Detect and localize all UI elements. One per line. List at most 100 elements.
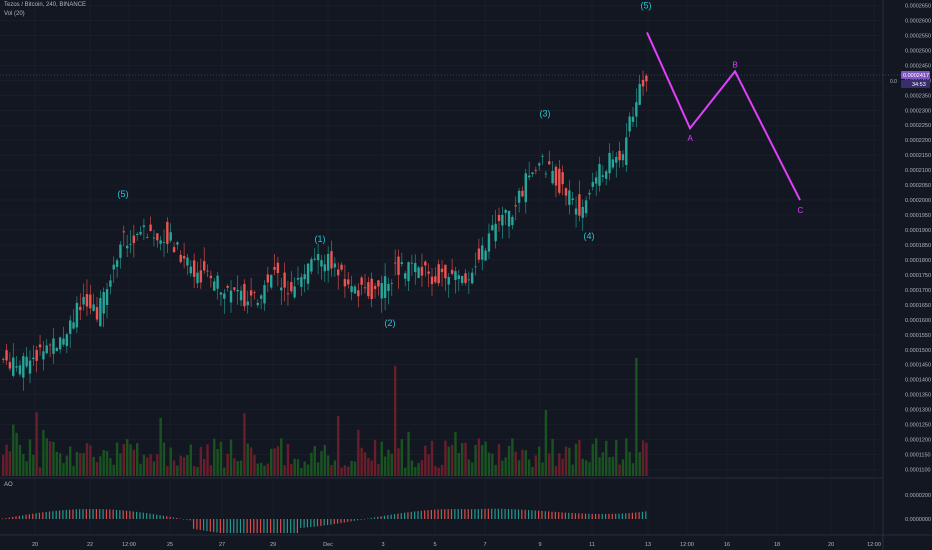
price-tick-label: 0.0001250 bbox=[905, 423, 931, 429]
candle-body bbox=[578, 194, 581, 216]
candle-body bbox=[605, 171, 608, 179]
candle-body bbox=[501, 214, 504, 226]
candle-body bbox=[571, 198, 574, 200]
candle-body bbox=[303, 274, 306, 280]
candle-body bbox=[290, 282, 293, 292]
time-tick-label: 25 bbox=[167, 542, 173, 548]
volume-bar bbox=[45, 438, 48, 476]
candle-body bbox=[450, 269, 454, 274]
ao-bar bbox=[233, 519, 235, 533]
candle-body bbox=[35, 350, 38, 361]
candle-body bbox=[25, 356, 28, 367]
volume-bar bbox=[306, 464, 310, 476]
volume-bar bbox=[182, 457, 186, 476]
volume-bar bbox=[152, 461, 156, 476]
ao-bar bbox=[72, 509, 74, 519]
time-tick-label: 12:00 bbox=[122, 542, 136, 548]
ao-bar bbox=[357, 519, 359, 521]
candle-body bbox=[45, 345, 48, 354]
candle-body bbox=[263, 285, 266, 304]
volume-bar bbox=[347, 466, 350, 476]
ao-bar bbox=[159, 515, 161, 519]
candle-body bbox=[484, 250, 487, 261]
candle-body bbox=[92, 304, 95, 311]
ao-bar bbox=[611, 513, 613, 519]
price-tick-label: 0.0001950 bbox=[905, 213, 931, 219]
volume-bar bbox=[236, 461, 239, 476]
candle-body bbox=[125, 245, 129, 249]
ao-bar bbox=[186, 519, 188, 520]
ao-bar bbox=[65, 509, 67, 519]
volume-bar bbox=[635, 358, 638, 476]
price-axis[interactable]: 0.0002650 0.0002600 0.0002550 0.0002500 0.00… bbox=[905, 3, 931, 473]
ao-bar bbox=[290, 519, 292, 533]
abc-projection[interactable]: A B C bbox=[646, 32, 804, 215]
ao-bar bbox=[581, 513, 583, 519]
volume-bar bbox=[199, 446, 203, 476]
volume-bar bbox=[296, 459, 300, 476]
volume-bar bbox=[280, 438, 283, 476]
candle-body bbox=[326, 253, 330, 271]
volume-bar bbox=[109, 458, 112, 476]
volume-bar bbox=[608, 457, 611, 476]
volume-bar bbox=[538, 446, 541, 476]
ao-bar bbox=[383, 515, 386, 519]
candle-body bbox=[554, 166, 558, 186]
volume-bar bbox=[501, 460, 504, 476]
candle-body bbox=[209, 275, 213, 279]
candle-body bbox=[414, 263, 417, 273]
volume-bar bbox=[55, 451, 58, 476]
ao-bar bbox=[35, 513, 37, 519]
wave-label: (4) bbox=[584, 231, 595, 241]
ao-bar bbox=[229, 519, 231, 533]
ao-histogram bbox=[2, 508, 647, 533]
volume-legend[interactable]: Vol (20) bbox=[4, 11, 25, 17]
wave-label: (1) bbox=[315, 234, 326, 244]
volume-bar bbox=[333, 460, 337, 476]
candle-body bbox=[561, 172, 564, 185]
symbol-legend[interactable]: Tezos / Bitcoin, 240, BINANCE bbox=[4, 2, 87, 8]
volume-bar bbox=[484, 441, 487, 476]
ao-bar bbox=[420, 510, 422, 519]
volume-bar bbox=[266, 463, 270, 476]
candle-body bbox=[323, 264, 326, 272]
candle-body bbox=[504, 209, 507, 213]
volume-bar bbox=[283, 465, 286, 476]
candle-body bbox=[72, 322, 75, 329]
time-tick-label: 20 bbox=[828, 542, 834, 548]
ao-bar bbox=[2, 518, 4, 520]
candle-body bbox=[487, 233, 491, 252]
volume-bar bbox=[370, 460, 373, 476]
candle-body bbox=[38, 344, 42, 348]
candle-body bbox=[444, 264, 447, 279]
ao-legend[interactable]: AO bbox=[4, 482, 13, 488]
price-candles[interactable] bbox=[2, 70, 648, 391]
candle-body bbox=[156, 233, 159, 241]
volume-bar bbox=[514, 451, 517, 476]
ao-bar bbox=[293, 519, 295, 533]
candle-body bbox=[407, 262, 410, 282]
ao-bar bbox=[471, 509, 473, 519]
volume-bar bbox=[353, 461, 357, 476]
ao-bar bbox=[370, 517, 372, 519]
time-axis[interactable]: 20 22 12:00 25 27 29 Dec 3 5 7 9 11 13 12:00 16 18 20 12:… bbox=[32, 542, 881, 548]
ao-bar bbox=[105, 509, 108, 519]
candle-body bbox=[424, 261, 427, 266]
volume-bar bbox=[65, 455, 69, 476]
candle-body bbox=[538, 163, 541, 166]
ao-bar bbox=[330, 519, 332, 525]
candle-body bbox=[2, 359, 5, 360]
volume-bar bbox=[551, 438, 554, 476]
volume-bar bbox=[18, 444, 22, 476]
volume-bar bbox=[75, 451, 79, 476]
ao-bar bbox=[447, 509, 449, 519]
ao-bar bbox=[598, 513, 600, 519]
candle-body bbox=[256, 302, 259, 306]
ao-bar bbox=[467, 509, 469, 519]
volume-bar bbox=[38, 467, 42, 476]
ao-bar bbox=[524, 509, 526, 519]
ao-bar bbox=[172, 517, 175, 519]
countdown-value: 34:53 bbox=[912, 82, 926, 88]
